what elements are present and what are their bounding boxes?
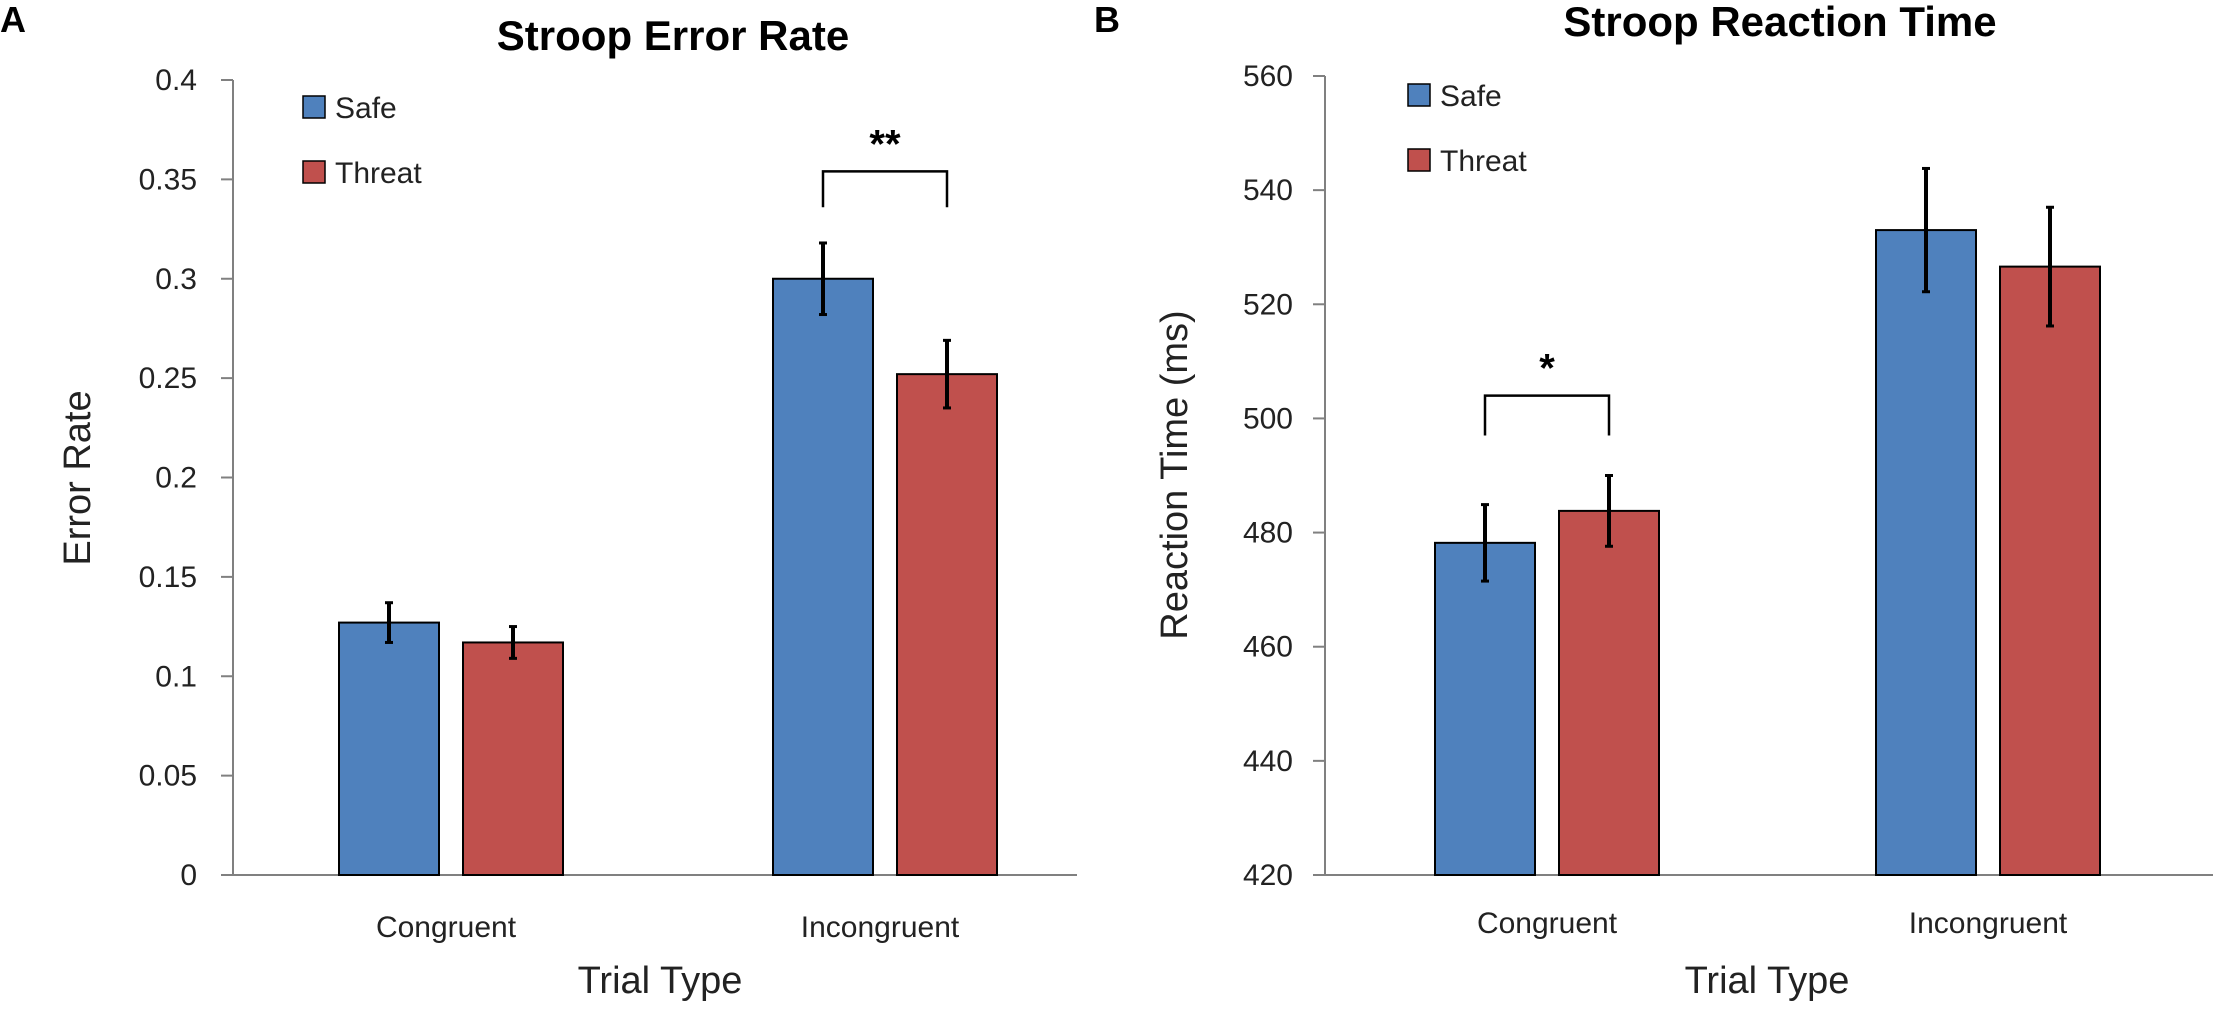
y-tick-label: 440 (1243, 745, 1293, 778)
bar-threat-incongruent (896, 373, 998, 876)
significance-bracket (1483, 394, 1611, 436)
panel-letter: B (1094, 0, 1120, 40)
bar-threat-congruent (1558, 509, 1660, 876)
bar-safe-incongruent (1875, 229, 1977, 877)
chart-title: Stroop Reaction Time (1563, 0, 1996, 45)
legend-swatch-threat (1407, 148, 1431, 172)
legend-swatch-safe (1407, 83, 1431, 107)
significance-label: ** (869, 122, 901, 166)
significance-bracket (821, 170, 949, 208)
y-tick-label: 520 (1243, 288, 1293, 321)
bar-safe-incongruent (772, 277, 874, 876)
x-axis-title: Trial Type (1685, 960, 1850, 1002)
legend: Safe Threat (1407, 80, 1527, 178)
bar-threat-incongruent (1999, 265, 2101, 876)
x-category-label: Incongruent (1909, 907, 2068, 940)
y-tick-label: 0.25 (139, 362, 197, 395)
y-tick-label: 0.1 (155, 660, 197, 693)
chart-panel-a: A Stroop Error Rate 0 0.05 0.1 0.15 0.2 0.25 0.3… (0, 0, 1077, 1002)
legend-label-threat: Threat (1440, 145, 1527, 178)
legend-label-safe: Safe (335, 92, 397, 125)
y-tick-label: 0.05 (139, 760, 197, 793)
chart-title: Stroop Error Rate (497, 12, 849, 59)
chart-panel-b: B Stroop Reaction Time 420 440 460 480 500 520 5… (1094, 0, 2213, 1002)
y-tick-label: 0.3 (155, 263, 197, 296)
x-category-label: Incongruent (801, 911, 960, 944)
legend-label-safe: Safe (1440, 80, 1502, 113)
y-tick-label: 560 (1243, 60, 1293, 93)
y-axis-title: Reaction Time (ms) (1154, 310, 1196, 639)
y-tick-label: 0 (180, 859, 197, 892)
x-category-label: Congruent (1477, 907, 1618, 940)
x-axis-title: Trial Type (578, 960, 743, 1002)
bar-safe-congruent (338, 621, 440, 877)
y-tick-label: 420 (1243, 859, 1293, 892)
legend-label-threat: Threat (335, 157, 422, 190)
legend-swatch-threat (302, 160, 326, 184)
bar-safe-congruent (1434, 541, 1536, 876)
y-tick-label: 0.4 (155, 64, 197, 97)
y-tick-label: 500 (1243, 402, 1293, 435)
y-tick-label: 460 (1243, 631, 1293, 664)
y-tick-label: 0.35 (139, 163, 197, 196)
y-tick-label: 480 (1243, 517, 1293, 550)
x-category-label: Congruent (376, 911, 517, 944)
y-axis-title: Error Rate (57, 390, 99, 565)
y-tick-label: 540 (1243, 174, 1293, 207)
panel-letter: A (0, 0, 26, 40)
y-tick-label: 0.2 (155, 462, 197, 495)
legend-swatch-safe (302, 95, 326, 119)
significance-label: * (1539, 347, 1555, 391)
legend: Safe Threat (302, 92, 422, 190)
y-tick-label: 0.15 (139, 561, 197, 594)
bar-threat-congruent (462, 641, 564, 877)
